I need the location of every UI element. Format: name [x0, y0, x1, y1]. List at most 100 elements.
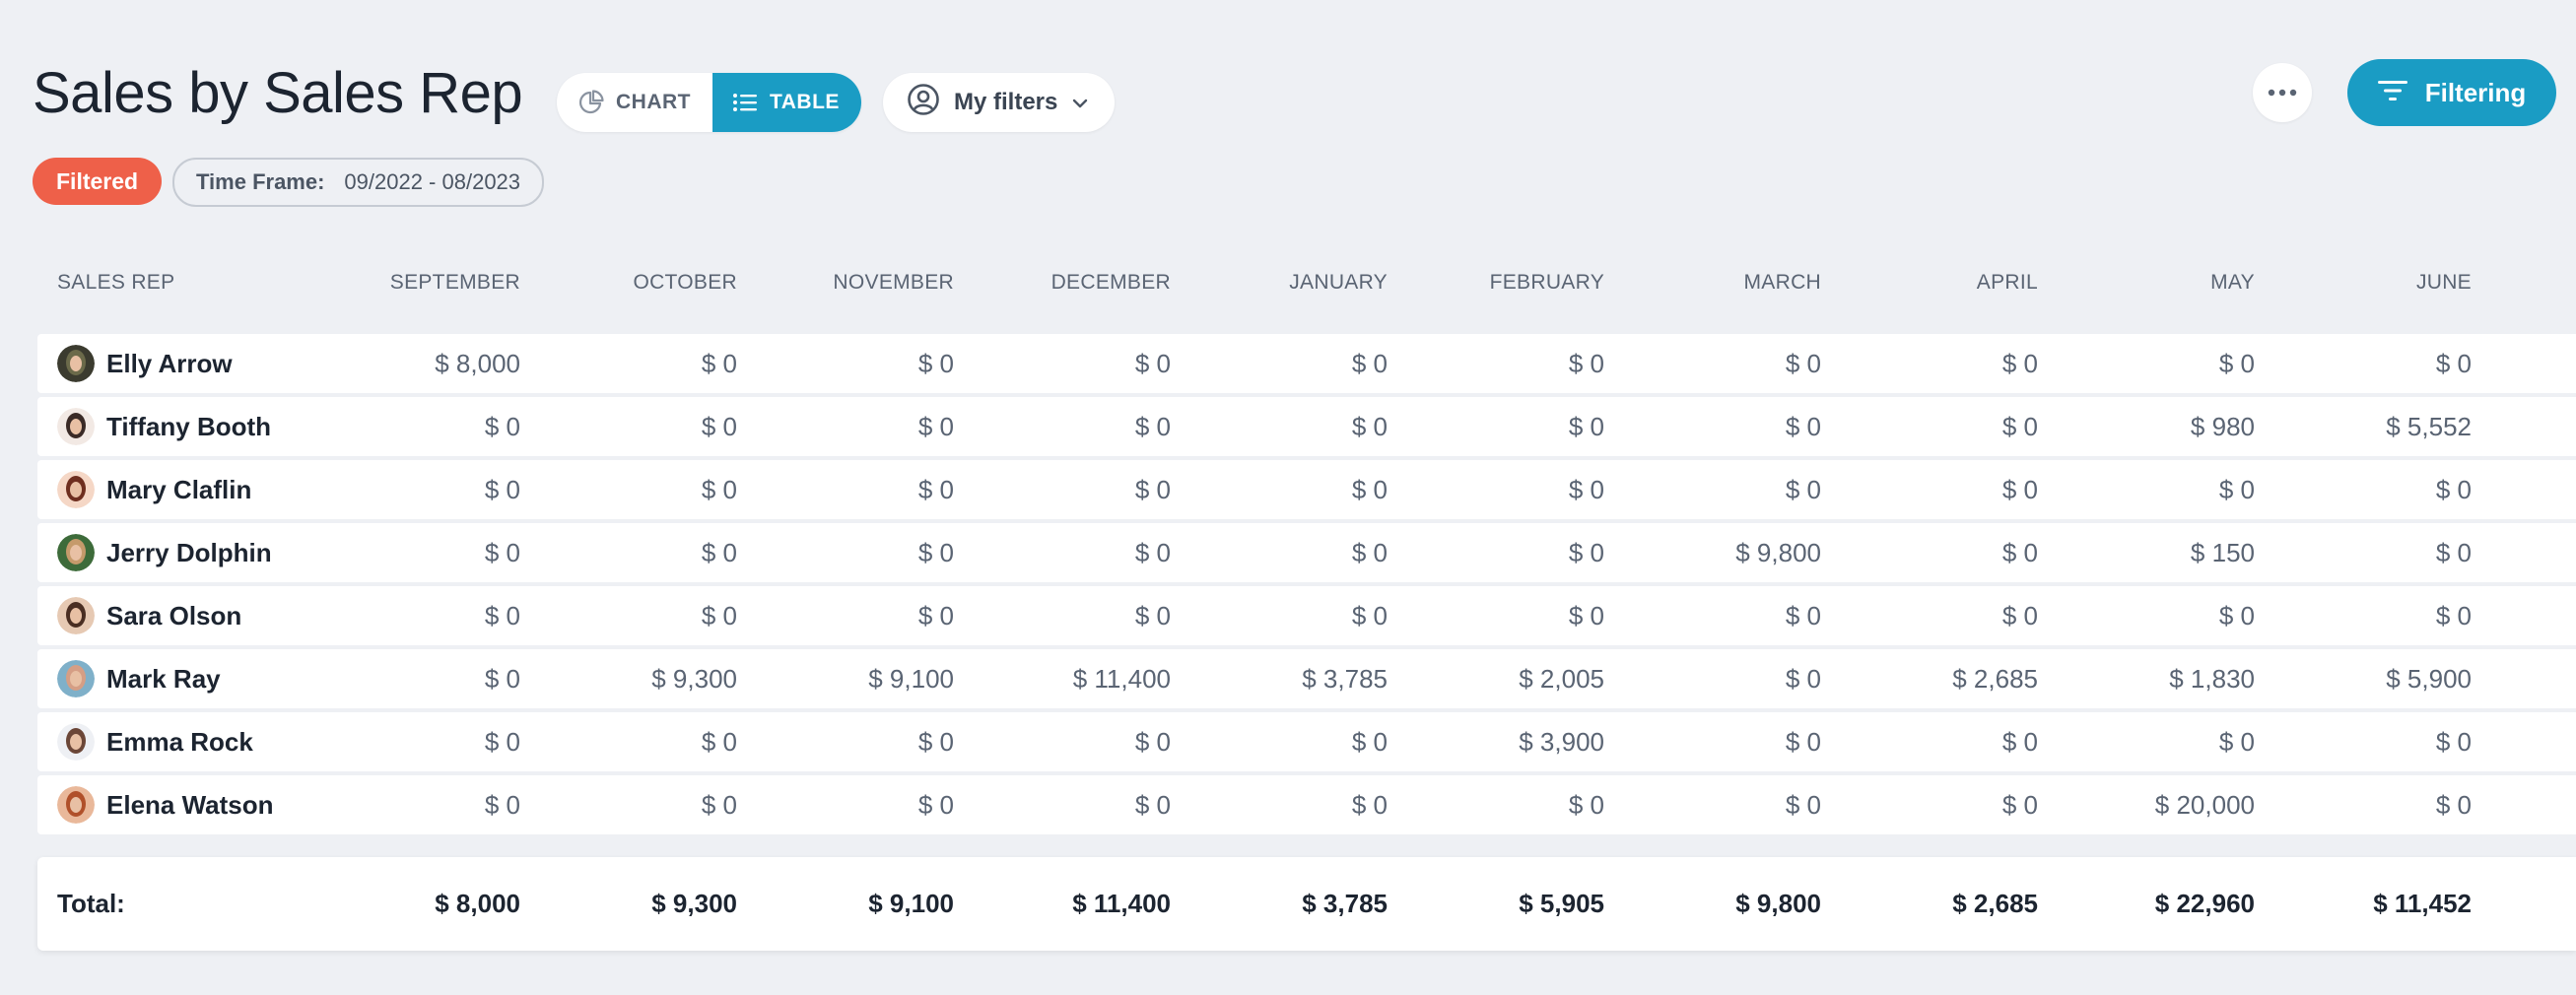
table-cell: $ 0 — [701, 411, 737, 441]
sales-rep-cell: Sara Olson — [37, 597, 304, 634]
chevron-down-icon — [1071, 89, 1089, 116]
table-cell: $ 0 — [917, 537, 954, 567]
avatar-mary-claflin — [57, 471, 95, 508]
total-cell: $ 2,685 — [1952, 889, 2038, 918]
total-label: Total: — [57, 889, 125, 918]
total-cell: $ 22,960 — [2154, 889, 2255, 918]
avatar-tiffany-booth — [57, 408, 95, 445]
table-cell: $ 0 — [1785, 411, 1821, 441]
table-cell: $ 0 — [1785, 600, 1821, 630]
table-cell: $ 0 — [1568, 789, 1604, 820]
sales-rep-cell: Tiffany Booth — [37, 408, 304, 445]
table-cell: $ 0 — [1785, 663, 1821, 694]
table-cell: $ 0 — [917, 411, 954, 441]
sales-rep-name[interactable]: Jerry Dolphin — [106, 537, 272, 567]
column-header[interactable]: FEBRUARY — [1489, 271, 1604, 294]
table-row[interactable]: Sara Olson $ 0 $ 0 $ 0 $ 0 $ 0 $ 0 $ 0 $ 0 $ 0 $ 0 — [37, 586, 2576, 645]
table-row[interactable]: Elena Watson $ 0 $ 0 $ 0 $ 0 $ 0 $ 0 $ 0 $ 0 $ 20… — [37, 775, 2576, 834]
table-cell: $ 0 — [701, 348, 737, 378]
column-header[interactable]: SEPTEMBER — [389, 271, 520, 294]
view-toggle: CHART TABLE — [557, 73, 861, 132]
table-cell: $ 0 — [1568, 474, 1604, 504]
column-header[interactable]: APRIL — [1976, 271, 2038, 294]
table-cell: $ 0 — [1351, 537, 1388, 567]
list-icon — [732, 92, 758, 113]
sales-rep-name[interactable]: Sara Olson — [106, 600, 242, 630]
table-header: SALES REP SEPTEMBER OCTOBER NOVEMBER DEC… — [37, 268, 2576, 298]
avatar-sara-olson — [57, 597, 95, 634]
table-cell: $ 0 — [1568, 600, 1604, 630]
table-cell: $ 9,800 — [1735, 537, 1821, 567]
table-cell: $ 0 — [917, 600, 954, 630]
table-row[interactable]: Mary Claflin $ 0 $ 0 $ 0 $ 0 $ 0 $ 0 $ 0 $ 0 $ 0 $… — [37, 460, 2576, 519]
filtering-button[interactable]: Filtering — [2347, 59, 2556, 126]
table-view-button[interactable]: TABLE — [712, 73, 861, 132]
sales-rep-name[interactable]: Emma Rock — [106, 726, 253, 757]
user-circle-icon — [907, 83, 940, 123]
avatar-mark-ray — [57, 660, 95, 697]
sales-rep-name[interactable]: Mark Ray — [106, 663, 221, 694]
table-cell: $ 0 — [701, 726, 737, 757]
table-row[interactable]: Mark Ray $ 0 $ 9,300 $ 9,100 $ 11,400 $ 3,785… — [37, 649, 2576, 708]
table-cell: $ 1,830 — [2169, 663, 2255, 694]
table-cell: $ 0 — [917, 474, 954, 504]
table-cell: $ 0 — [701, 789, 737, 820]
table-cell: $ 0 — [2001, 411, 2038, 441]
sales-rep-name[interactable]: Tiffany Booth — [106, 411, 272, 441]
table-cell: $ 0 — [917, 726, 954, 757]
column-header[interactable]: MARCH — [1743, 271, 1821, 294]
table-cell: $ 0 — [1785, 789, 1821, 820]
table-cell: $ 0 — [2001, 726, 2038, 757]
chart-view-button[interactable]: CHART — [557, 73, 712, 132]
table-cell: $ 0 — [917, 789, 954, 820]
table-cell: $ 0 — [2218, 348, 2255, 378]
table-row[interactable]: Elly Arrow $ 8,000 $ 0 $ 0 $ 0 $ 0 $ 0 $ 0 $ 0 $ … — [37, 334, 2576, 393]
table-cell: $ 0 — [484, 411, 520, 441]
table-cell: $ 0 — [1351, 474, 1388, 504]
sales-rep-name[interactable]: Elly Arrow — [106, 348, 233, 378]
table-cell: $ 0 — [2001, 789, 2038, 820]
table-cell: $ 5,552 — [2386, 411, 2472, 441]
table-cell: $ 0 — [484, 789, 520, 820]
column-header[interactable]: NOVEMBER — [833, 271, 954, 294]
avatar-emma-rock — [57, 723, 95, 761]
table-cell: $ 9,300 — [651, 663, 737, 694]
sales-rep-name[interactable]: Mary Claflin — [106, 474, 252, 504]
table-cell: $ 150 — [2190, 537, 2255, 567]
total-cell: $ 3,785 — [1302, 889, 1388, 918]
total-row: Total: $ 8,000 $ 9,300 $ 9,100 $ 11,400 $ 3,… — [37, 857, 2576, 951]
table-row[interactable]: Tiffany Booth $ 0 $ 0 $ 0 $ 0 $ 0 $ 0 $ 0 $ 0 $ 9… — [37, 397, 2576, 456]
table-cell: $ 0 — [1134, 789, 1171, 820]
table-row[interactable]: Jerry Dolphin $ 0 $ 0 $ 0 $ 0 $ 0 $ 0 $ 9,800 $ … — [37, 523, 2576, 582]
sales-rep-cell: Elly Arrow — [37, 345, 304, 382]
table-cell: $ 0 — [2218, 474, 2255, 504]
my-filters-dropdown[interactable]: My filters — [883, 73, 1116, 132]
table-cell: $ 0 — [484, 600, 520, 630]
total-cell: $ 5,905 — [1519, 889, 1604, 918]
table-cell: $ 0 — [1785, 474, 1821, 504]
column-header[interactable]: JANUARY — [1289, 271, 1388, 294]
more-options-button[interactable] — [2253, 63, 2312, 122]
time-frame-badge[interactable]: Time Frame: 09/2022 - 08/2023 — [172, 158, 545, 207]
table-cell: $ 11,400 — [1072, 663, 1171, 694]
column-header[interactable]: JUNE — [2415, 271, 2472, 294]
column-header[interactable]: MAY — [2210, 271, 2255, 294]
table-cell: $ 0 — [1351, 348, 1388, 378]
table-cell: $ 0 — [917, 348, 954, 378]
sales-rep-name[interactable]: Elena Watson — [106, 789, 274, 820]
table-row[interactable]: Emma Rock $ 0 $ 0 $ 0 $ 0 $ 0 $ 3,900 $ 0 $ 0 $ 0… — [37, 712, 2576, 771]
column-header[interactable]: DECEMBER — [1051, 271, 1171, 294]
table-cell: $ 0 — [484, 663, 520, 694]
column-header[interactable]: SALES REP — [57, 271, 175, 294]
table-cell: $ 0 — [1134, 726, 1171, 757]
sales-rep-cell: Elena Watson — [37, 786, 304, 824]
table-cell: $ 0 — [2435, 726, 2472, 757]
table-cell: $ 0 — [1568, 348, 1604, 378]
filtered-badge: Filtered — [33, 158, 163, 205]
column-header[interactable]: OCTOBER — [633, 271, 737, 294]
avatar-elena-watson — [57, 786, 95, 824]
table-cell: $ 0 — [2001, 600, 2038, 630]
total-cell: $ 8,000 — [435, 889, 520, 918]
page-title: Sales by Sales Rep — [33, 61, 523, 125]
